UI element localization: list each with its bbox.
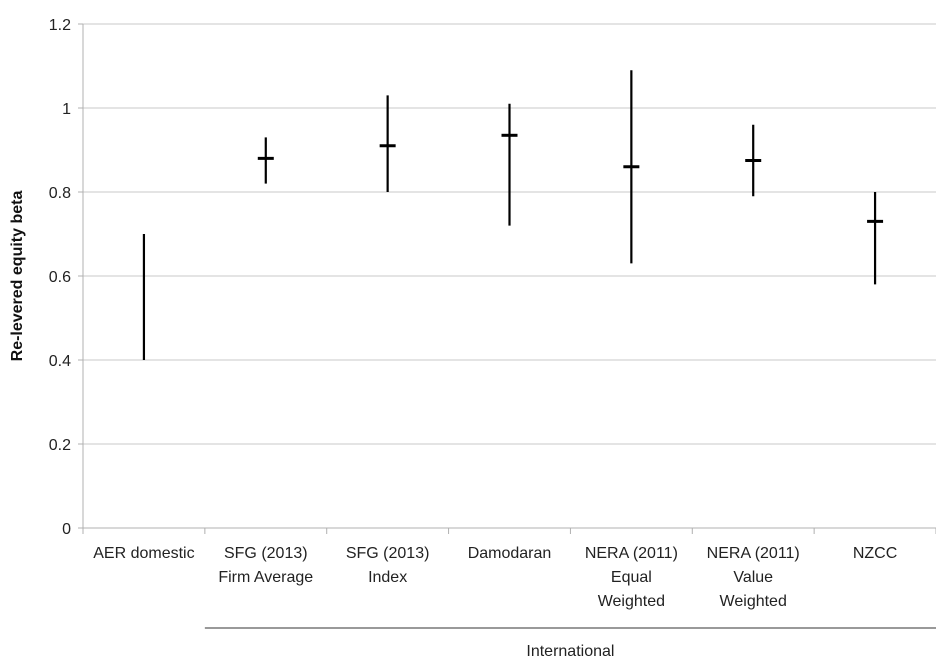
category-label: AER domestic — [93, 545, 194, 562]
category-label: NZCC — [853, 545, 897, 562]
category-label: SFG (2013) — [346, 545, 430, 562]
category-label: Damodaran — [468, 545, 552, 562]
y-tick-label: 1.2 — [49, 17, 71, 34]
category-label: NERA (2011) — [707, 545, 800, 562]
group-label: International — [526, 643, 614, 660]
category-label: NERA (2011) — [585, 545, 678, 562]
category-labels: AER domestic SFG (2013) Firm Average SFG (2… — [93, 545, 897, 610]
category-label: Firm Average — [218, 569, 313, 586]
axes — [78, 23, 936, 534]
y-tick-label: 0.4 — [49, 353, 71, 370]
category-label: Weighted — [598, 593, 665, 610]
y-tick-label: 0 — [62, 521, 71, 538]
category-label: SFG (2013) — [224, 545, 308, 562]
category-label: Weighted — [720, 593, 787, 610]
y-tick-label: 0.2 — [49, 437, 71, 454]
range-marks — [142, 70, 884, 360]
y-tick-label: 0.8 — [49, 185, 71, 202]
category-label: Equal — [611, 569, 652, 586]
y-tick-label: 0.6 — [49, 269, 71, 286]
category-label: Value — [733, 569, 773, 586]
gridlines — [83, 23, 936, 445]
y-tick-labels: 0 0.2 0.4 0.6 0.8 1 1.2 — [49, 17, 71, 538]
y-tick-label: 1 — [62, 101, 71, 118]
y-axis-label: Re-levered equity beta — [9, 191, 26, 362]
group-annotation: International — [204, 627, 936, 660]
category-label: Index — [368, 569, 407, 586]
